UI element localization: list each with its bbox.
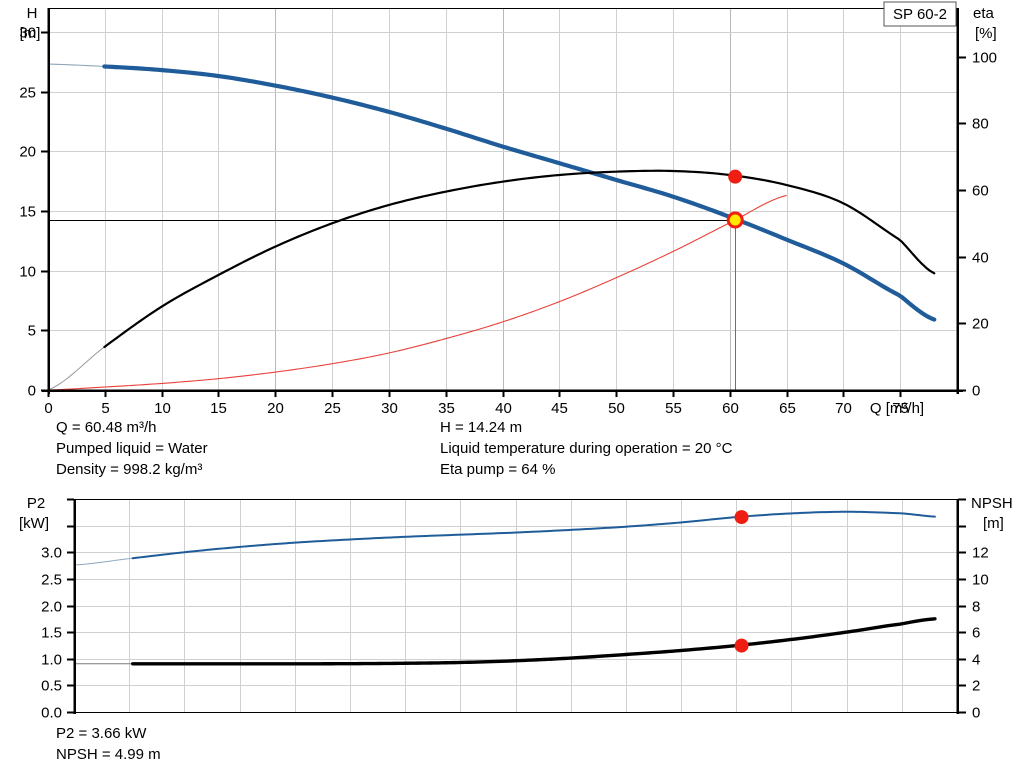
bottom-chart-npsh-tick-label: 8 xyxy=(972,599,980,616)
top-info-left-line: Q = 60.48 m³/h xyxy=(56,419,156,436)
duty-point-npsh-marker xyxy=(734,638,749,653)
top-info-left-line: Density = 998.2 kg/m³ xyxy=(56,461,202,478)
top-chart-eta-tick-label: 40 xyxy=(972,250,989,267)
top-chart-y-tick-label: 30 xyxy=(19,25,36,42)
top-chart-x-tick-label: 75 xyxy=(892,400,909,417)
top-chart-left-axis-title: H xyxy=(27,5,38,22)
pump-model-label: SP 60-2 xyxy=(893,6,947,23)
bottom-chart-p2-tick-label: 3.0 xyxy=(41,545,62,562)
bottom-chart-p2-tick-label: 1.5 xyxy=(41,625,62,642)
top-chart-y-tick-label: 15 xyxy=(19,204,36,221)
bottom-chart-right-axis-title: NPSH xyxy=(971,495,1013,512)
duty-point-eta-marker xyxy=(728,169,743,184)
bottom-chart-p2-tick-label: 2.0 xyxy=(41,599,62,616)
top-chart-x-tick-label: 50 xyxy=(608,400,625,417)
bottom-chart-npsh-tick-label: 12 xyxy=(972,545,989,562)
top-chart-right-axis-title: eta xyxy=(973,5,995,22)
top-chart-x-tick-label: 70 xyxy=(835,400,852,417)
top-chart-x-tick-label: 5 xyxy=(101,400,109,417)
top-chart-x-tick-label: 55 xyxy=(665,400,682,417)
top-chart-eta-tick-label: 0 xyxy=(972,383,980,400)
bottom-info-line: NPSH = 4.99 m xyxy=(56,746,161,763)
top-info-right-line: Liquid temperature during operation = 20… xyxy=(440,440,733,457)
top-chart-x-axis-title: Q [m³/h] xyxy=(870,400,924,417)
top-chart-eta-tick-label: 80 xyxy=(972,116,989,133)
top-chart-x-tick-label: 65 xyxy=(779,400,796,417)
head-curve-extension xyxy=(47,63,105,68)
bottom-chart-p2-tick-label: 1.0 xyxy=(41,652,62,669)
pump-model-label-box xyxy=(883,1,957,27)
top-chart-y-tick-label: 20 xyxy=(19,144,36,161)
bottom-chart-p2-tick-label: 2.5 xyxy=(41,572,62,589)
top-info-left-line: Pumped liquid = Water xyxy=(56,440,208,457)
top-chart-eta-tick-label: 20 xyxy=(972,316,989,333)
bottom-chart-npsh-tick-label: 4 xyxy=(972,652,980,669)
top-chart-x-tick-label: 45 xyxy=(551,400,568,417)
top-chart-y-tick-label: 10 xyxy=(19,264,36,281)
bottom-chart-left-axis-title: P2 xyxy=(27,495,45,512)
bottom-chart-right-axis-unit: [m] xyxy=(983,515,1004,532)
npsh-curve xyxy=(130,617,937,666)
p2-curve xyxy=(131,510,936,560)
eta-curve xyxy=(103,169,936,349)
top-chart-y-tick-label: 5 xyxy=(28,323,36,340)
top-chart-x-tick-label: 0 xyxy=(44,400,52,417)
top-chart-x-tick-label: 30 xyxy=(381,400,398,417)
bottom-chart-left-axis-unit: [kW] xyxy=(19,515,49,532)
p2-curve-extension xyxy=(73,557,133,566)
bottom-chart-npsh-tick-label: 6 xyxy=(972,625,980,642)
top-chart-x-tick-label: 35 xyxy=(438,400,455,417)
top-info-right-line: Eta pump = 64 % xyxy=(440,461,556,478)
duty-point-p2-marker xyxy=(734,510,749,525)
eta-curve-extension xyxy=(47,346,105,391)
bottom-chart-p2-tick-label: 0.0 xyxy=(41,705,62,722)
head-curve xyxy=(102,64,937,322)
bottom-chart-npsh-tick-label: 10 xyxy=(972,572,989,589)
npsh-overlay-curve xyxy=(47,194,787,391)
top-chart-x-tick-label: 10 xyxy=(154,400,171,417)
top-chart-left-axis-unit: [m] xyxy=(20,25,41,42)
bottom-info-line: P2 = 3.66 kW xyxy=(56,725,147,742)
top-chart-x-tick-label: 20 xyxy=(267,400,284,417)
bottom-chart-npsh-tick-label: 2 xyxy=(972,678,980,695)
top-chart-eta-tick-label: 60 xyxy=(972,183,989,200)
top-chart-x-tick-label: 60 xyxy=(722,400,739,417)
top-chart-right-axis-unit: [%] xyxy=(975,25,997,42)
top-chart-x-tick-label: 15 xyxy=(210,400,227,417)
bottom-chart-npsh-tick-label: 0 xyxy=(972,705,980,722)
bottom-chart-p2-tick-label: 0.5 xyxy=(41,678,62,695)
top-info-right-line: H = 14.24 m xyxy=(440,419,522,436)
top-chart-eta-tick-label: 100 xyxy=(972,50,997,67)
top-chart-x-tick-label: 25 xyxy=(324,400,341,417)
top-chart-x-tick-label: 40 xyxy=(495,400,512,417)
top-chart-y-tick-label: 25 xyxy=(19,85,36,102)
duty-point-head-marker xyxy=(726,211,744,229)
top-chart-y-tick-label: 0 xyxy=(28,383,36,400)
